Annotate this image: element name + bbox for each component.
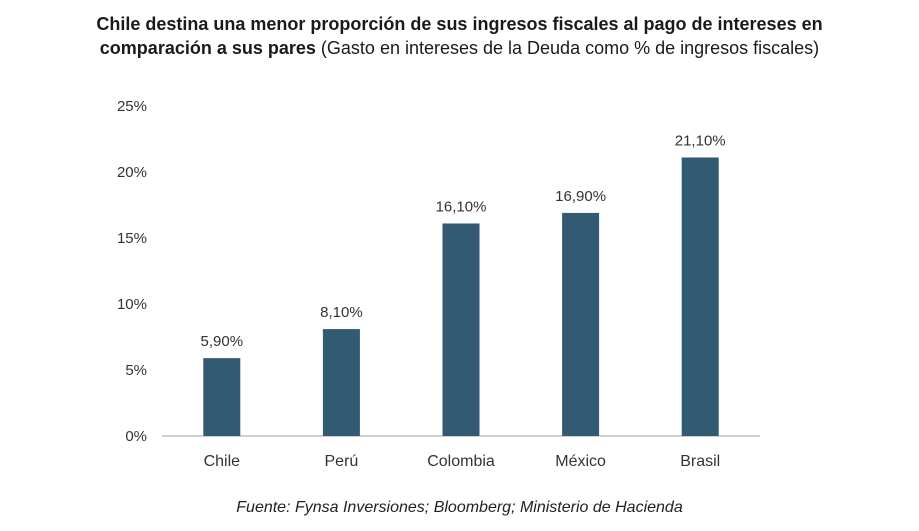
chart-title: Chile destina una menor proporción de su… bbox=[0, 12, 919, 60]
y-tick-label: 10% bbox=[117, 296, 147, 313]
bar bbox=[562, 212, 600, 436]
bar bbox=[442, 223, 480, 436]
bar bbox=[203, 358, 241, 436]
y-tick-label: 0% bbox=[125, 428, 147, 445]
x-tick-label: Perú bbox=[325, 453, 359, 470]
data-label: 8,10% bbox=[320, 304, 363, 321]
title-line2: comparación a sus pares bbox=[99, 38, 316, 58]
bar bbox=[322, 329, 360, 436]
x-tick-label: Brasil bbox=[680, 453, 720, 470]
x-tick-label: Chile bbox=[204, 453, 241, 470]
x-tick-label: México bbox=[555, 453, 606, 470]
data-label: 21,10% bbox=[675, 132, 726, 149]
x-tick-label: Colombia bbox=[427, 453, 495, 470]
data-label: 16,10% bbox=[436, 198, 487, 215]
y-tick-label: 25% bbox=[117, 98, 147, 115]
y-tick-label: 20% bbox=[117, 164, 147, 181]
source-note: Fuente: Fynsa Inversiones; Bloomberg; Mi… bbox=[236, 499, 683, 516]
data-label: 5,90% bbox=[201, 333, 244, 350]
y-tick-label: 5% bbox=[125, 362, 147, 379]
data-label: 16,90% bbox=[555, 188, 606, 205]
y-tick-label: 15% bbox=[117, 230, 147, 247]
bar bbox=[681, 157, 719, 437]
chart-subtitle: (Gasto en intereses de la Deuda como % d… bbox=[320, 38, 820, 58]
title-line1: Chile destina una menor proporción de su… bbox=[96, 14, 823, 34]
